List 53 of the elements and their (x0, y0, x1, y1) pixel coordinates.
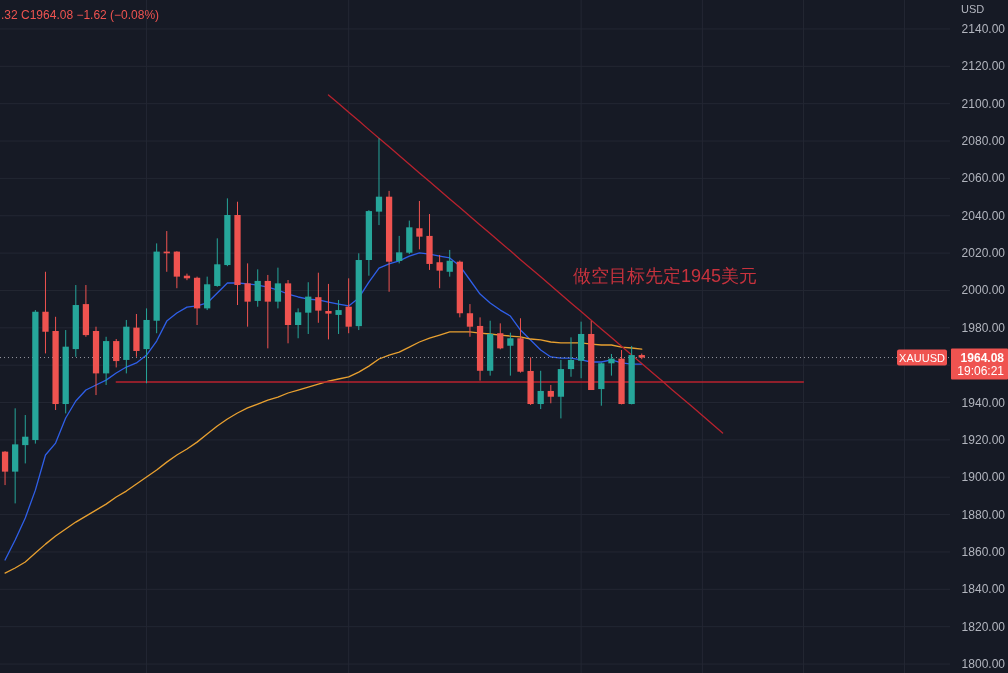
annotation: 做空目标先定1945美元 (573, 266, 758, 286)
candlestick (22, 414, 29, 464)
candlestick (375, 137, 383, 226)
y-tick-label: 2100.00 (961, 96, 1006, 111)
candlestick (507, 332, 514, 377)
ref-line-label: 1964.08 (960, 350, 1005, 365)
candlestick (497, 322, 504, 350)
candlestick (466, 303, 474, 338)
y-tick-label: 2140.00 (961, 21, 1006, 36)
text: USD (961, 3, 985, 15)
candlestick (305, 281, 312, 335)
candlestick (295, 307, 302, 339)
y-tick-label: 1900.00 (961, 470, 1006, 485)
y-tick-label: 2040.00 (961, 208, 1006, 223)
line-series (4, 331, 643, 574)
y-tick-label: 1820.00 (961, 619, 1006, 634)
candlestick (133, 313, 140, 358)
candlestick (274, 267, 282, 309)
candlestick (335, 299, 342, 335)
candlestick (214, 237, 221, 288)
y-tick-label: 2000.00 (961, 283, 1006, 298)
text: 19:06:21 (957, 363, 1005, 378)
y-tick-label: 1880.00 (961, 507, 1006, 522)
candlestick (315, 272, 322, 324)
y-tick-label: 1800.00 (961, 657, 1006, 672)
candlestick (608, 353, 615, 377)
y-tick-label: 2120.00 (961, 59, 1006, 74)
y-tick-label: 2020.00 (961, 246, 1006, 261)
candlestick (446, 249, 453, 278)
y-tick-label: 1940.00 (961, 395, 1006, 410)
candlestick (345, 277, 352, 334)
candlestick (113, 338, 120, 368)
y-tick-label: 1860.00 (961, 544, 1006, 559)
candlestick (567, 336, 575, 378)
candlestick (244, 262, 251, 328)
y-tick-label: 2060.00 (961, 171, 1006, 186)
candlestick (254, 268, 261, 308)
candlestick (396, 235, 403, 264)
line-series (4, 252, 643, 561)
candlestick (325, 283, 332, 340)
annotation: XAUUSD (899, 351, 945, 364)
y-tick-label: 2080.00 (961, 134, 1006, 149)
candlestick (547, 384, 554, 404)
candlestick (264, 274, 271, 349)
candlestick (42, 271, 49, 354)
candlestick (537, 370, 544, 410)
candlestick (416, 200, 423, 250)
candlestick (436, 254, 443, 289)
annotation: .32 C1964.08 −1.62 (−0.08%) (1, 8, 160, 22)
y-tick-label: 1920.00 (961, 432, 1006, 447)
y-tick-label: 1980.00 (961, 320, 1006, 335)
y-tick-label: 1840.00 (961, 582, 1006, 597)
candlestick (1, 450, 9, 486)
